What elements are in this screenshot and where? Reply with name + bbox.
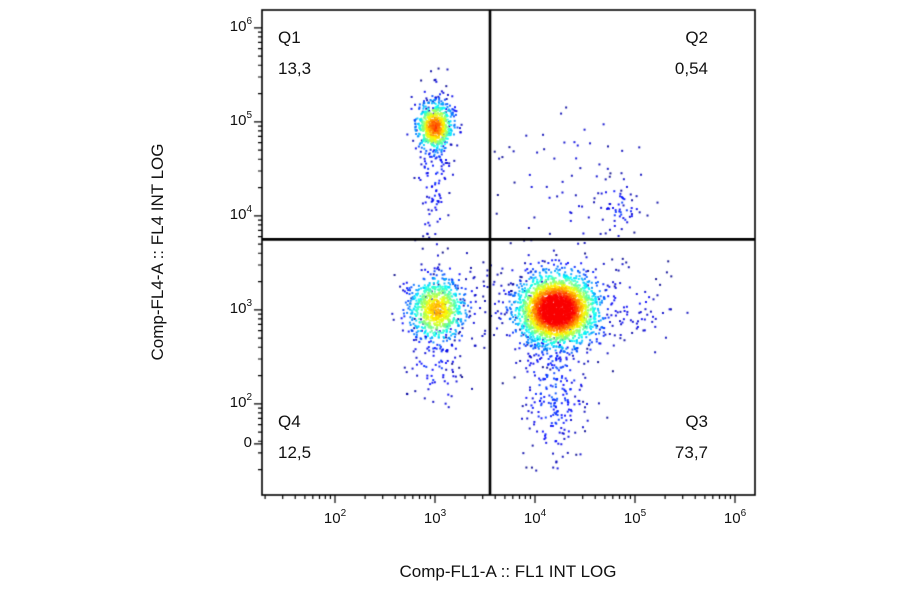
x-axis-label: Comp-FL1-A :: FL1 INT LOG: [399, 562, 617, 581]
quadrant-stat-q1: Q1 13,3: [278, 22, 311, 84]
quadrant-stat-q3: Q3 73,7: [675, 406, 708, 468]
q1-percent: 13,3: [278, 59, 312, 78]
y-tick-label: 102: [229, 391, 252, 411]
x-tick-label: 104: [523, 508, 547, 528]
q4-label: Q4: [278, 412, 301, 431]
y-tick-label: 105: [229, 109, 252, 129]
y-tick-label: 0: [243, 433, 252, 451]
q1-label: Q1: [278, 28, 301, 47]
x-tick-label: 102: [323, 508, 347, 528]
y-tick-label: 103: [229, 297, 252, 317]
q4-percent: 12,5: [278, 443, 312, 462]
x-tick-label: 105: [623, 508, 647, 528]
q3-label: Q3: [685, 412, 708, 431]
q3-percent: 73,7: [674, 443, 708, 462]
y-tick-label: 106: [229, 15, 252, 35]
y-tick-label: 104: [229, 203, 252, 223]
q2-label: Q2: [685, 28, 708, 47]
y-axis-label: Comp-FL4-A :: FL4 INT LOG: [148, 143, 167, 361]
q2-percent: 0,54: [674, 59, 708, 78]
quadrant-stat-q2: Q2 0,54: [675, 22, 708, 84]
x-tick-label: 106: [723, 508, 747, 528]
x-tick-label: 103: [423, 508, 447, 528]
quadrant-stat-q4: Q4 12,5: [278, 406, 311, 468]
